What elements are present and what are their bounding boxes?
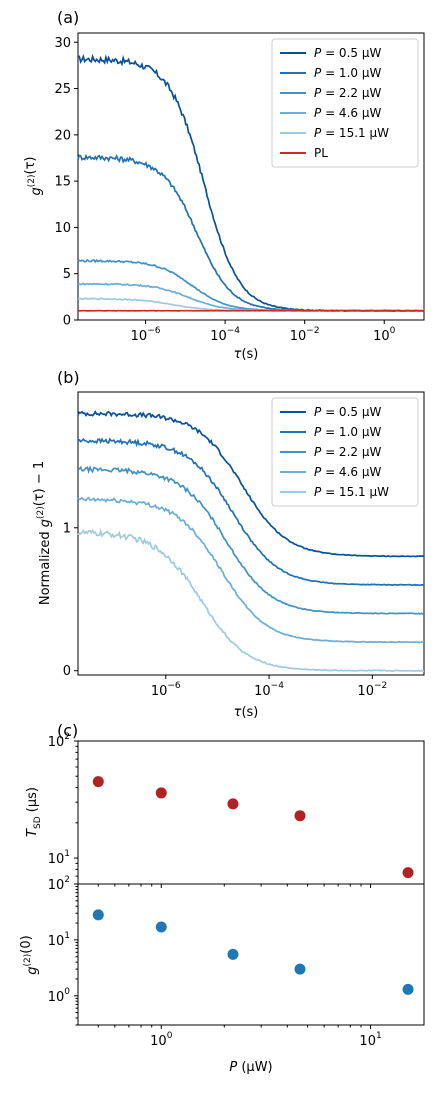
y-axis-label-c-top: TSD (μs) bbox=[25, 787, 43, 837]
y-axis-label-b: Normalized g(2)(τ) − 1 bbox=[32, 461, 53, 605]
legend-entry-3: P = 4.6 μW bbox=[314, 465, 381, 479]
series-line-3 bbox=[77, 282, 425, 312]
y-tick-label-1: 1 bbox=[63, 521, 71, 536]
legend-entry-1: P = 1.0 μW bbox=[314, 425, 381, 439]
panel-label-a: (a) bbox=[57, 8, 79, 27]
legend-entry-0: P = 0.5 μW bbox=[314, 405, 381, 419]
y-tick-label-3: 15 bbox=[54, 175, 71, 190]
x-axis-label-c: P (μW) bbox=[229, 1060, 272, 1075]
data-point-0 bbox=[92, 776, 104, 788]
x-tick-label-3: 100 bbox=[373, 326, 396, 344]
y-tick-label-0: 0 bbox=[63, 664, 71, 679]
x-tick-label-0: 100 bbox=[150, 1031, 173, 1049]
data-point-2 bbox=[227, 948, 239, 960]
legend-entry-5: PL bbox=[314, 146, 328, 160]
y-tick-label-6: 30 bbox=[54, 36, 71, 51]
y-tick-label-5: 25 bbox=[54, 82, 71, 97]
legend-entry-2: P = 2.2 μW bbox=[314, 445, 381, 459]
legend-box-0 bbox=[271, 38, 419, 168]
plot-frame-0 bbox=[77, 32, 425, 321]
y-tick-label-0: 102 bbox=[48, 732, 70, 750]
series-line-1 bbox=[77, 437, 425, 587]
series-line-4 bbox=[77, 528, 425, 673]
data-point-0 bbox=[92, 909, 104, 921]
y-axis-label-a: g(2)(τ) bbox=[23, 157, 44, 196]
y-tick-label-1: 101 bbox=[48, 849, 70, 867]
y-tick-label-2: 100 bbox=[48, 987, 71, 1005]
x-tick-label-1: 101 bbox=[359, 1031, 381, 1049]
y-tick-label-1: 101 bbox=[48, 931, 70, 949]
y-tick-label-0: 102 bbox=[48, 875, 70, 893]
x-tick-label-0: 10−6 bbox=[131, 326, 161, 344]
legend-entry-4: P = 15.1 μW bbox=[314, 485, 389, 499]
legend-entry-0: P = 0.5 μW bbox=[314, 46, 381, 60]
legend-entry-2: P = 2.2 μW bbox=[314, 86, 381, 100]
data-point-4 bbox=[402, 867, 414, 879]
data-point-3 bbox=[294, 810, 306, 822]
y-tick-label-4: 20 bbox=[54, 128, 71, 143]
y-tick-label-0: 0 bbox=[63, 314, 71, 329]
legend-box-1 bbox=[271, 397, 419, 507]
y-tick-label-1: 5 bbox=[63, 267, 71, 282]
legend-entry-3: P = 4.6 μW bbox=[314, 106, 381, 120]
series-line-3 bbox=[77, 496, 424, 644]
plot-frame-3 bbox=[77, 883, 425, 1026]
panel-label-b: (b) bbox=[57, 368, 80, 387]
plot-frame-2 bbox=[77, 740, 425, 885]
x-tick-label-2: 10−2 bbox=[357, 681, 387, 699]
data-point-3 bbox=[294, 963, 306, 975]
x-tick-label-1: 10−4 bbox=[254, 681, 284, 699]
legend-entry-1: P = 1.0 μW bbox=[314, 66, 381, 80]
data-point-1 bbox=[155, 921, 167, 933]
x-axis-label-b: τ(s) bbox=[234, 705, 259, 720]
y-tick-label-2: 10 bbox=[54, 221, 71, 236]
data-point-4 bbox=[402, 983, 414, 995]
series-line-1 bbox=[77, 153, 425, 313]
series-line-0 bbox=[77, 409, 425, 558]
legend-entry-4: P = 15.1 μW bbox=[314, 126, 389, 140]
data-point-2 bbox=[227, 798, 239, 810]
x-tick-label-2: 10−2 bbox=[290, 326, 320, 344]
data-point-1 bbox=[155, 787, 167, 799]
series-line-2 bbox=[77, 465, 425, 615]
panel-label-c: (c) bbox=[57, 721, 78, 740]
x-tick-label-1: 10−4 bbox=[210, 326, 240, 344]
x-axis-label-a: τ(s) bbox=[234, 347, 259, 362]
x-tick-label-0: 10−6 bbox=[151, 681, 181, 699]
y-axis-label-c-bottom: g(2)(0) bbox=[19, 935, 40, 974]
